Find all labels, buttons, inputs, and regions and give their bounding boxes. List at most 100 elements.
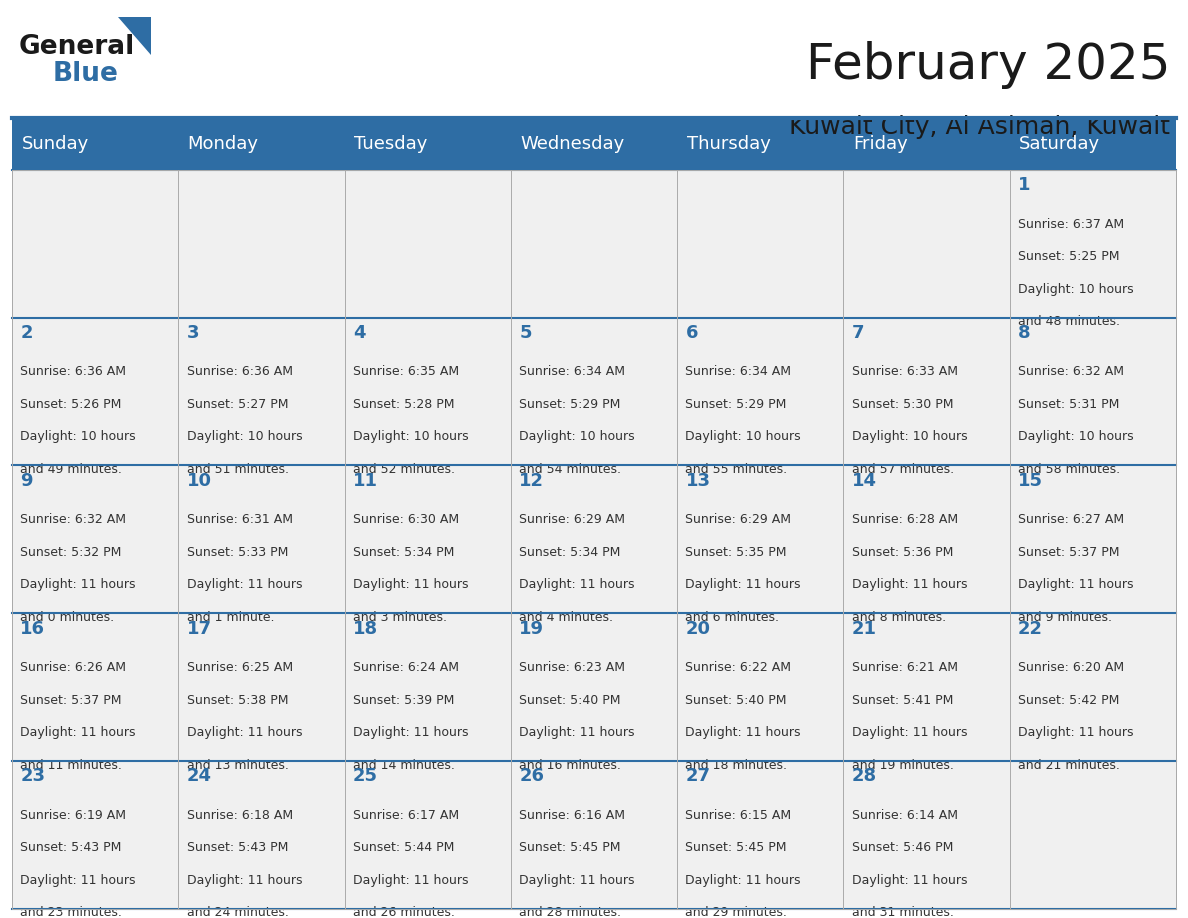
Text: Daylight: 11 hours: Daylight: 11 hours bbox=[353, 578, 468, 591]
FancyBboxPatch shape bbox=[677, 613, 843, 761]
FancyBboxPatch shape bbox=[511, 318, 677, 465]
Text: February 2025: February 2025 bbox=[805, 41, 1170, 89]
FancyBboxPatch shape bbox=[677, 761, 843, 909]
Text: and 21 minutes.: and 21 minutes. bbox=[1018, 758, 1120, 772]
Text: and 48 minutes.: and 48 minutes. bbox=[1018, 315, 1120, 329]
Text: 12: 12 bbox=[519, 472, 544, 490]
Text: 1: 1 bbox=[1018, 176, 1031, 195]
Text: 7: 7 bbox=[852, 324, 865, 342]
Text: Daylight: 11 hours: Daylight: 11 hours bbox=[20, 578, 135, 591]
Text: Sunset: 5:43 PM: Sunset: 5:43 PM bbox=[20, 841, 121, 855]
Text: 6: 6 bbox=[685, 324, 699, 342]
FancyBboxPatch shape bbox=[843, 170, 1010, 318]
Text: Sunset: 5:44 PM: Sunset: 5:44 PM bbox=[353, 841, 454, 855]
Text: Sunrise: 6:18 AM: Sunrise: 6:18 AM bbox=[187, 809, 292, 822]
Text: Sunset: 5:34 PM: Sunset: 5:34 PM bbox=[519, 545, 620, 559]
Text: Sunset: 5:41 PM: Sunset: 5:41 PM bbox=[852, 694, 953, 707]
Text: Daylight: 10 hours: Daylight: 10 hours bbox=[187, 431, 302, 443]
FancyBboxPatch shape bbox=[677, 318, 843, 465]
FancyBboxPatch shape bbox=[843, 761, 1010, 909]
Text: 18: 18 bbox=[353, 620, 378, 638]
FancyBboxPatch shape bbox=[511, 465, 677, 613]
Text: 5: 5 bbox=[519, 324, 532, 342]
Text: Daylight: 11 hours: Daylight: 11 hours bbox=[519, 726, 634, 739]
FancyBboxPatch shape bbox=[1010, 613, 1176, 761]
Text: Sunrise: 6:19 AM: Sunrise: 6:19 AM bbox=[20, 809, 126, 822]
Text: Sunrise: 6:32 AM: Sunrise: 6:32 AM bbox=[1018, 365, 1124, 378]
Text: Sunset: 5:42 PM: Sunset: 5:42 PM bbox=[1018, 694, 1119, 707]
FancyBboxPatch shape bbox=[511, 613, 677, 761]
Text: Sunday: Sunday bbox=[21, 135, 89, 152]
Text: Sunrise: 6:15 AM: Sunrise: 6:15 AM bbox=[685, 809, 791, 822]
Text: Sunset: 5:34 PM: Sunset: 5:34 PM bbox=[353, 545, 454, 559]
FancyBboxPatch shape bbox=[345, 465, 511, 613]
Text: Sunrise: 6:16 AM: Sunrise: 6:16 AM bbox=[519, 809, 625, 822]
Text: Friday: Friday bbox=[853, 135, 908, 152]
Text: and 55 minutes.: and 55 minutes. bbox=[685, 463, 788, 476]
Text: Sunset: 5:45 PM: Sunset: 5:45 PM bbox=[519, 841, 620, 855]
FancyBboxPatch shape bbox=[178, 465, 345, 613]
Text: Saturday: Saturday bbox=[1019, 135, 1100, 152]
FancyBboxPatch shape bbox=[178, 761, 345, 909]
Text: Sunset: 5:30 PM: Sunset: 5:30 PM bbox=[852, 398, 953, 411]
FancyBboxPatch shape bbox=[178, 613, 345, 761]
FancyBboxPatch shape bbox=[178, 170, 345, 318]
Text: 13: 13 bbox=[685, 472, 710, 490]
Text: Sunset: 5:40 PM: Sunset: 5:40 PM bbox=[685, 694, 786, 707]
Text: Daylight: 11 hours: Daylight: 11 hours bbox=[519, 578, 634, 591]
Text: 3: 3 bbox=[187, 324, 200, 342]
Text: and 0 minutes.: and 0 minutes. bbox=[20, 610, 114, 624]
FancyBboxPatch shape bbox=[12, 613, 178, 761]
Text: Daylight: 10 hours: Daylight: 10 hours bbox=[353, 431, 468, 443]
Text: Sunrise: 6:32 AM: Sunrise: 6:32 AM bbox=[20, 513, 126, 526]
Text: and 51 minutes.: and 51 minutes. bbox=[187, 463, 289, 476]
Text: Blue: Blue bbox=[52, 61, 118, 86]
Text: Sunrise: 6:27 AM: Sunrise: 6:27 AM bbox=[1018, 513, 1124, 526]
Text: 21: 21 bbox=[852, 620, 877, 638]
Text: Sunrise: 6:17 AM: Sunrise: 6:17 AM bbox=[353, 809, 459, 822]
Text: Thursday: Thursday bbox=[687, 135, 771, 152]
Text: Sunset: 5:27 PM: Sunset: 5:27 PM bbox=[187, 398, 287, 411]
Text: Sunset: 5:40 PM: Sunset: 5:40 PM bbox=[519, 694, 620, 707]
Text: Sunset: 5:39 PM: Sunset: 5:39 PM bbox=[353, 694, 454, 707]
Text: Daylight: 11 hours: Daylight: 11 hours bbox=[685, 726, 801, 739]
Text: Sunrise: 6:36 AM: Sunrise: 6:36 AM bbox=[187, 365, 292, 378]
Text: Daylight: 11 hours: Daylight: 11 hours bbox=[187, 578, 302, 591]
Text: Wednesday: Wednesday bbox=[520, 135, 625, 152]
Text: and 26 minutes.: and 26 minutes. bbox=[353, 906, 455, 918]
FancyBboxPatch shape bbox=[843, 465, 1010, 613]
Text: Sunrise: 6:23 AM: Sunrise: 6:23 AM bbox=[519, 661, 625, 674]
Text: and 6 minutes.: and 6 minutes. bbox=[685, 610, 779, 624]
FancyBboxPatch shape bbox=[1010, 318, 1176, 465]
FancyBboxPatch shape bbox=[843, 318, 1010, 465]
Text: Monday: Monday bbox=[188, 135, 259, 152]
Text: Sunrise: 6:29 AM: Sunrise: 6:29 AM bbox=[519, 513, 625, 526]
FancyBboxPatch shape bbox=[511, 170, 677, 318]
Text: Daylight: 10 hours: Daylight: 10 hours bbox=[20, 431, 135, 443]
FancyBboxPatch shape bbox=[677, 465, 843, 613]
Text: Daylight: 11 hours: Daylight: 11 hours bbox=[685, 874, 801, 887]
Text: and 1 minute.: and 1 minute. bbox=[187, 610, 274, 624]
FancyBboxPatch shape bbox=[12, 318, 178, 465]
Text: and 23 minutes.: and 23 minutes. bbox=[20, 906, 122, 918]
Text: 9: 9 bbox=[20, 472, 33, 490]
Text: 4: 4 bbox=[353, 324, 366, 342]
FancyBboxPatch shape bbox=[12, 170, 178, 318]
Text: Daylight: 11 hours: Daylight: 11 hours bbox=[20, 874, 135, 887]
Text: 15: 15 bbox=[1018, 472, 1043, 490]
Text: Daylight: 11 hours: Daylight: 11 hours bbox=[187, 726, 302, 739]
FancyBboxPatch shape bbox=[12, 761, 178, 909]
FancyBboxPatch shape bbox=[12, 465, 178, 613]
FancyBboxPatch shape bbox=[511, 761, 677, 909]
Text: Daylight: 10 hours: Daylight: 10 hours bbox=[685, 431, 801, 443]
FancyBboxPatch shape bbox=[178, 318, 345, 465]
FancyBboxPatch shape bbox=[843, 613, 1010, 761]
Text: 24: 24 bbox=[187, 767, 211, 786]
Text: Sunrise: 6:30 AM: Sunrise: 6:30 AM bbox=[353, 513, 459, 526]
Text: and 29 minutes.: and 29 minutes. bbox=[685, 906, 788, 918]
Text: 20: 20 bbox=[685, 620, 710, 638]
Text: Daylight: 11 hours: Daylight: 11 hours bbox=[519, 874, 634, 887]
Text: General: General bbox=[19, 34, 135, 60]
Text: Sunrise: 6:34 AM: Sunrise: 6:34 AM bbox=[685, 365, 791, 378]
Text: Sunrise: 6:31 AM: Sunrise: 6:31 AM bbox=[187, 513, 292, 526]
